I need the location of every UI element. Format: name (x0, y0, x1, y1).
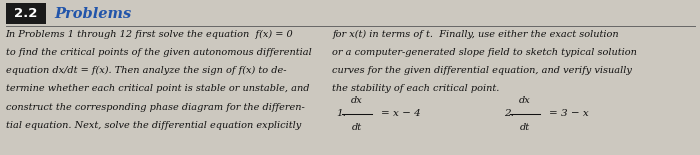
Text: Problems: Problems (55, 7, 132, 21)
Text: termine whether each critical point is stable or unstable, and: termine whether each critical point is s… (6, 84, 309, 93)
Text: dt: dt (520, 123, 530, 132)
Text: dx: dx (519, 96, 531, 105)
Text: to find the critical points of the given autonomous differential: to find the critical points of the given… (6, 48, 312, 57)
Text: dt: dt (352, 123, 362, 132)
Text: 2.2: 2.2 (14, 7, 38, 20)
Text: In Problems 1 through 12 first solve the equation  f(x) = 0: In Problems 1 through 12 first solve the… (6, 29, 293, 39)
Text: = x − 4: = x − 4 (381, 109, 421, 118)
Text: the stability of each critical point.: the stability of each critical point. (332, 84, 500, 93)
Text: = 3 − x: = 3 − x (549, 109, 589, 118)
Text: curves for the given differential equation, and verify visually: curves for the given differential equati… (332, 66, 632, 75)
Text: dx: dx (351, 96, 363, 105)
FancyBboxPatch shape (6, 3, 46, 24)
Text: construct the corresponding phase diagram for the differen-: construct the corresponding phase diagra… (6, 103, 304, 112)
Text: 1.: 1. (336, 109, 346, 118)
Text: 2.: 2. (504, 109, 514, 118)
Text: or a computer-generated slope field to sketch typical solution: or a computer-generated slope field to s… (332, 48, 638, 57)
Text: tial equation. Next, solve the differential equation explicitly: tial equation. Next, solve the different… (6, 121, 301, 130)
Text: for x(t) in terms of t.  Finally, use either the exact solution: for x(t) in terms of t. Finally, use eit… (332, 29, 619, 39)
Text: equation dx/dt = f(x). Then analyze the sign of f(x) to de-: equation dx/dt = f(x). Then analyze the … (6, 66, 286, 75)
